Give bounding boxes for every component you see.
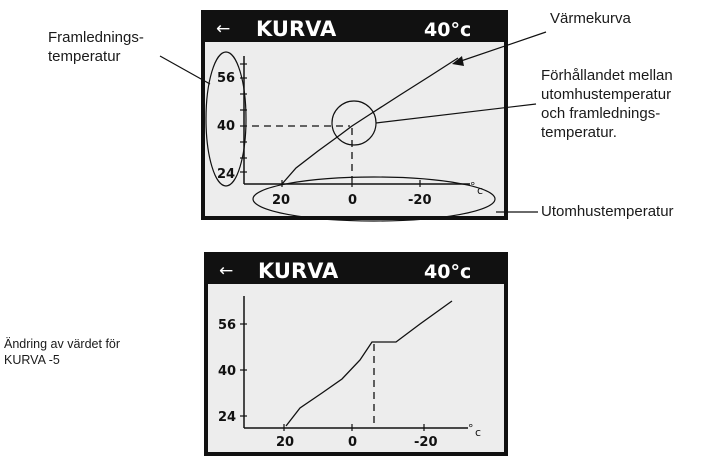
bottom-y-ticks-marks <box>240 323 247 417</box>
top-heating-curve <box>281 57 459 185</box>
forhallandet-line-1: Förhållandet mellan <box>541 67 673 84</box>
andring-line-2: KURVA -5 <box>4 353 60 367</box>
utomhustemperatur-label: Utomhustemperatur <box>541 202 674 221</box>
bottom-screen-title: KURVA <box>258 259 339 283</box>
bottom-y-tick-24: 24 <box>218 410 236 425</box>
andring-line-1: Ändring av värdet för <box>4 337 121 351</box>
bottom-x-tick-20: 20 <box>276 435 294 450</box>
framlednings-leader-line <box>159 55 211 85</box>
top-x-tick-0: 0 <box>348 193 357 208</box>
top-y-tick-56: 56 <box>217 71 235 86</box>
top-unit-c: c <box>477 184 483 197</box>
bottom-unit-c: c <box>475 426 481 439</box>
varmekurva-text: Värmekurva <box>550 10 631 27</box>
forhallandet-line-4: temperatur. <box>541 124 617 141</box>
bottom-back-arrow-icon[interactable]: ← <box>219 261 233 281</box>
top-x-tick-minus20: -20 <box>408 193 432 208</box>
bottom-unit-degree: ° <box>468 422 474 435</box>
framlednings-line-2: temperatur <box>48 48 121 65</box>
top-back-arrow-icon[interactable]: ← <box>216 19 230 39</box>
top-y-tick-40: 40 <box>217 119 235 134</box>
varmekurva-leader-line <box>457 31 547 63</box>
x-axis-highlight-ellipse <box>252 176 496 222</box>
varmekurva-arrowhead-icon <box>452 56 464 66</box>
bottom-display-screen: ← KURVA 40°c 56 40 24 20 0 -20 ° c <box>204 252 508 456</box>
bottom-screen-header-bar <box>208 256 504 284</box>
top-y-tick-24: 24 <box>217 167 235 182</box>
top-display-screen: ← KURVA 40°c 56 40 24 20 0 -20 ° c <box>201 10 508 222</box>
framledningstemperatur-label: Framlednings- temperatur <box>48 28 144 66</box>
bottom-y-tick-56: 56 <box>218 318 236 333</box>
bottom-screen-frame <box>204 252 508 456</box>
top-screen-header-bar <box>205 14 504 42</box>
forhallandet-line-3: och framlednings- <box>541 105 661 122</box>
top-screen-title: KURVA <box>256 17 337 41</box>
andring-label: Ändring av värdet för KURVA -5 <box>4 336 120 368</box>
top-y-ticks-marks <box>240 63 247 173</box>
forhallandet-label: Förhållandet mellan utomhustemperatur oc… <box>541 66 673 142</box>
framlednings-line-1: Framlednings- <box>48 29 144 46</box>
bottom-screen-temperature: 40°c <box>424 261 471 283</box>
top-x-tick-20: 20 <box>272 193 290 208</box>
bottom-x-tick-0: 0 <box>348 435 357 450</box>
varmekurva-label: Värmekurva <box>550 9 631 28</box>
forhallandet-leader-line <box>375 103 537 124</box>
y-axis-highlight-ellipse <box>205 51 247 187</box>
forhallandet-line-2: utomhustemperatur <box>541 86 672 103</box>
top-screen-frame <box>201 10 508 220</box>
top-screen-temperature: 40°c <box>424 19 471 41</box>
bottom-y-tick-40: 40 <box>218 364 236 379</box>
bottom-x-ticks-marks <box>283 424 425 431</box>
bottom-adjusted-heating-curve <box>285 300 453 427</box>
bottom-x-tick-minus20: -20 <box>414 435 438 450</box>
utomhus-text: Utomhustemperatur <box>541 203 674 220</box>
